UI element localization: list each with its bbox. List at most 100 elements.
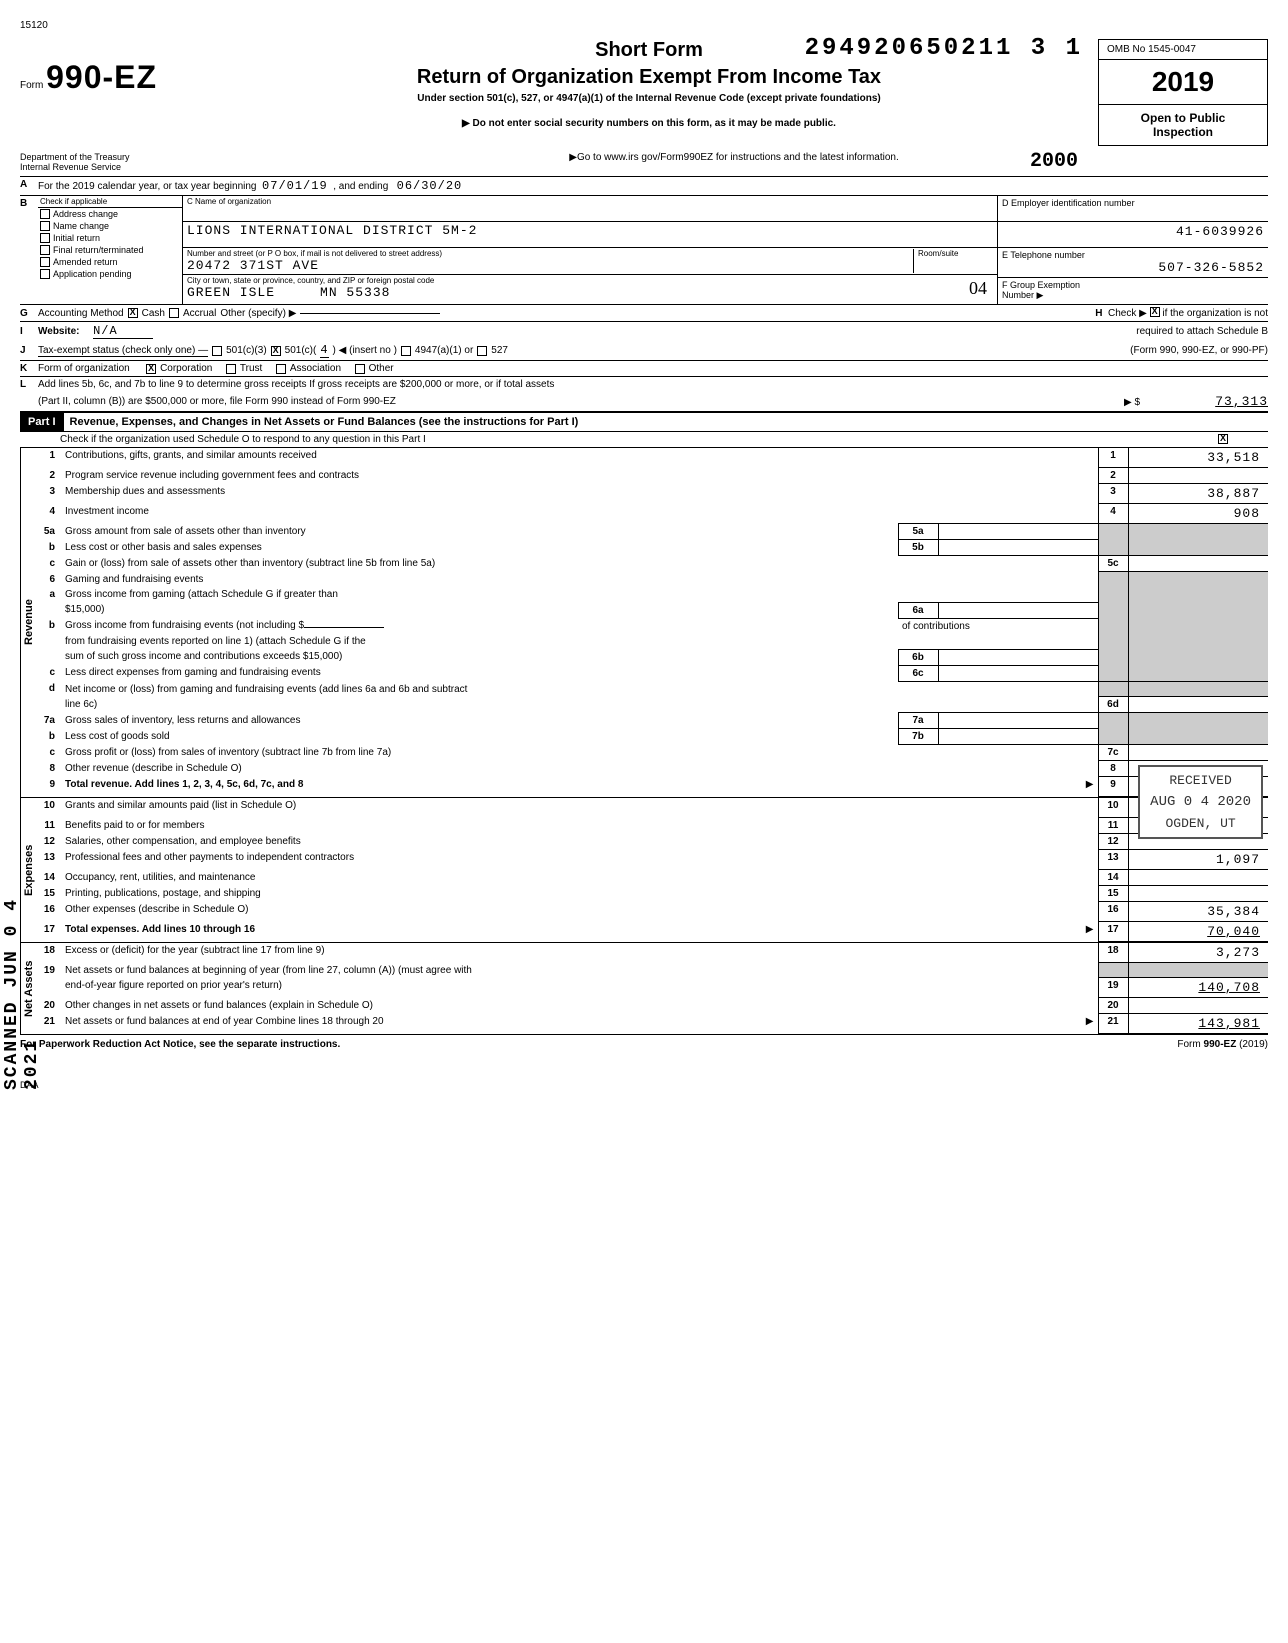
row-a-label: A: [20, 179, 38, 193]
under-section: Under section 501(c), 527, or 4947(a)(1)…: [200, 93, 1098, 104]
line15-desc: Printing, publications, postage, and shi…: [61, 886, 1098, 902]
line5c-desc: Gain or (loss) from sale of assets other…: [61, 556, 1098, 572]
line1-desc: Contributions, gifts, grants, and simila…: [61, 448, 1098, 468]
received-date: AUG 0 4 2020: [1150, 794, 1251, 810]
checkbox-trust[interactable]: [226, 364, 236, 374]
inspection-text: Inspection: [1153, 125, 1213, 139]
row-i: I Website: N/A required to attach Schedu…: [20, 322, 1268, 341]
arrow-line-1: ▶ Do not enter social security numbers o…: [200, 118, 1098, 129]
state-zip: MN 55338: [320, 285, 390, 300]
line17-desc: Total expenses. Add lines 10 through 16: [61, 922, 1019, 942]
form-prefix: Form: [20, 80, 43, 91]
line18-val: 3,273: [1128, 943, 1268, 963]
checkbox-address[interactable]: [40, 209, 50, 219]
row-l-text1: Add lines 5b, 6c, and 7b to line 9 to de…: [38, 379, 1268, 390]
line8-desc: Other revenue (describe in Schedule O): [61, 761, 1098, 777]
line7c-val: [1128, 745, 1268, 761]
line1-val: 33,518: [1128, 448, 1268, 468]
label-527: 527: [491, 345, 508, 356]
label-name: Name change: [53, 221, 109, 231]
line21-val: 143,981: [1128, 1014, 1268, 1034]
line13-desc: Professional fees and other payments to …: [61, 850, 1098, 870]
checkbox-501c3[interactable]: [212, 346, 222, 356]
label-accrual: Accrual: [183, 308, 216, 319]
line2-val: [1128, 468, 1268, 484]
org-name: LIONS INTERNATIONAL DISTRICT 5M-2: [187, 223, 993, 238]
expenses-table: 10Grants and similar amounts paid (list …: [37, 798, 1268, 942]
netassets-table: 18Excess or (deficit) for the year (subt…: [37, 943, 1268, 1034]
line5c-val: [1128, 556, 1268, 572]
open-text: Open to Public: [1141, 111, 1226, 125]
footer: For Paperwork Reduction Act Notice, see …: [20, 1039, 1268, 1050]
tax-year-begin: 07/01/19: [262, 179, 328, 193]
row-a-mid: , and ending: [333, 181, 388, 192]
row-h-text: Check ▶: [1108, 308, 1147, 319]
checkbox-501c[interactable]: [271, 346, 281, 356]
line6c-desc: Less direct expenses from gaming and fun…: [61, 665, 898, 681]
year-box: 2019: [1098, 60, 1268, 105]
city-label: City or town, state or province, country…: [187, 276, 993, 285]
checkbox-name[interactable]: [40, 221, 50, 231]
row-g: G Accounting Method Cash Accrual Other (…: [20, 305, 1268, 322]
line9-desc: Total revenue. Add lines 1, 2, 3, 4, 5c,…: [61, 777, 938, 797]
row-j-label: J: [20, 345, 38, 356]
checkbox-other-org[interactable]: [355, 364, 365, 374]
omb-box: OMB No 1545-0047: [1098, 39, 1268, 60]
e-label: E Telephone number: [1002, 250, 1264, 260]
line6b-desc3: sum of such gross income and contributio…: [61, 649, 898, 665]
daa: DAA: [20, 1080, 1268, 1090]
line4-desc: Investment income: [61, 504, 1098, 524]
received-loc: OGDEN, UT: [1150, 816, 1251, 831]
checkbox-527[interactable]: [477, 346, 487, 356]
line15-val: [1128, 886, 1268, 902]
ein: 41-6039926: [1002, 224, 1264, 239]
phone: 507-326-5852: [1002, 260, 1264, 275]
label-trust: Trust: [240, 363, 262, 374]
checkbox-schedule-o[interactable]: [1218, 434, 1228, 444]
arrow-line-2: ▶Go to www.irs gov/Form990EZ for instruc…: [200, 152, 1268, 172]
line3-desc: Membership dues and assessments: [61, 484, 1098, 504]
section-b: B Check if applicable Address change Nam…: [20, 196, 1268, 305]
checkbox-final[interactable]: [40, 245, 50, 255]
line7b-desc: Less cost of goods sold: [61, 729, 898, 745]
dept-line1: Department of the Treasury: [20, 152, 130, 162]
line5b-desc: Less cost or other basis and sales expen…: [61, 540, 898, 556]
row-l-2: (Part II, column (B)) are $500,000 or mo…: [20, 392, 1268, 412]
row-l-label: L: [20, 379, 38, 390]
checkbox-h[interactable]: [1150, 307, 1160, 317]
netassets-section: Net Assets 18Excess or (deficit) for the…: [20, 942, 1268, 1035]
line19-desc2: end-of-year figure reported on prior yea…: [61, 978, 1098, 998]
dept-row: Department of the Treasury Internal Reve…: [20, 152, 1268, 177]
line6b-desc1b: of contributions: [898, 618, 1098, 634]
checkbox-assoc[interactable]: [276, 364, 286, 374]
checkbox-initial[interactable]: [40, 233, 50, 243]
line6b-desc2: from fundraising events reported on line…: [61, 634, 1098, 650]
row-h-label: H: [1095, 308, 1102, 319]
label-other-org: Other: [369, 363, 394, 374]
checkbox-accrual[interactable]: [169, 308, 179, 318]
gross-receipts: 73,313: [1148, 394, 1268, 409]
row-k-text: Form of organization: [38, 363, 130, 374]
checkbox-pending[interactable]: [40, 269, 50, 279]
checkbox-4947[interactable]: [401, 346, 411, 356]
row-j: J Tax-exempt status (check only one) — 5…: [20, 341, 1268, 361]
line7c-desc: Gross profit or (loss) from sales of inv…: [61, 745, 1098, 761]
row-k-label: K: [20, 363, 38, 374]
checkbox-amended[interactable]: [40, 257, 50, 267]
label-initial: Initial return: [53, 233, 100, 243]
label-corp: Corporation: [160, 363, 212, 374]
expenses-section: Expenses 10Grants and similar amounts pa…: [20, 797, 1268, 942]
checkbox-cash[interactable]: [128, 308, 138, 318]
row-h-line2: required to attach Schedule B: [1136, 326, 1268, 337]
label-address: Address change: [53, 209, 118, 219]
street: 20472 371ST AVE: [187, 258, 913, 273]
checkbox-corp[interactable]: [146, 364, 156, 374]
part1-label: Part I: [20, 413, 64, 431]
row-a: A For the 2019 calendar year, or tax yea…: [20, 177, 1268, 196]
f-label: F Group Exemption: [1002, 280, 1264, 290]
stamp-2000: 2000: [1030, 150, 1078, 173]
city: GREEN ISLE: [187, 285, 275, 300]
line17-val: 70,040: [1128, 922, 1268, 942]
revenue-table: 1Contributions, gifts, grants, and simil…: [37, 448, 1268, 797]
row-a-text: For the 2019 calendar year, or tax year …: [38, 181, 256, 192]
